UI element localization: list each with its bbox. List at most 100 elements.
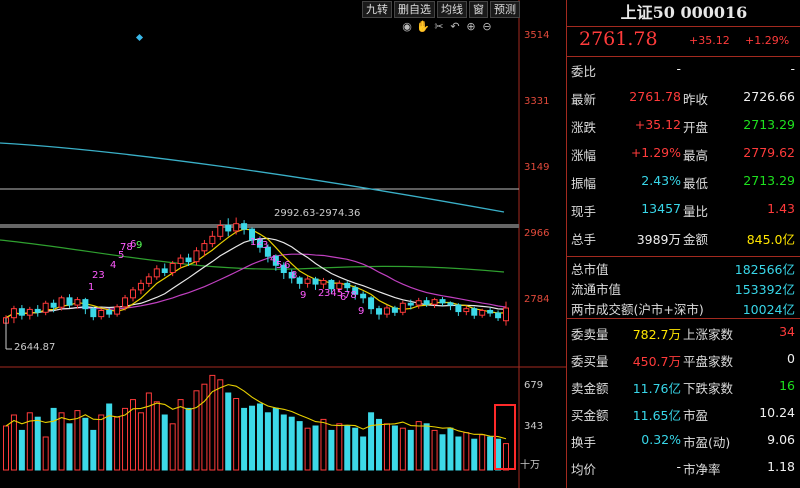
candle-body — [280, 264, 287, 274]
volume-bar — [129, 399, 136, 471]
volume-bar — [280, 414, 287, 471]
row-label: 昨收 — [683, 92, 709, 107]
volume-tick: 679 — [524, 380, 544, 391]
market-row: 流通市值 153392亿 — [567, 277, 800, 297]
toolbar-button-forecast[interactable]: 预测 — [490, 0, 520, 18]
row-value: 1.18 — [767, 459, 795, 474]
volume-bar — [439, 434, 446, 471]
row-label: 市盈 — [683, 408, 709, 423]
td-count-label: 12 — [250, 237, 263, 248]
volume-bar — [471, 438, 478, 471]
candle-body — [296, 277, 303, 284]
volume-bar — [264, 412, 271, 471]
quote-panel: 上证50 000016 2761.78 +35.12 +1.29% 委比 - - 最新… — [566, 0, 800, 488]
candle-body — [431, 299, 438, 305]
td-count-label: 23 — [92, 270, 105, 281]
volume-bar — [296, 421, 303, 471]
row-value: 13457 — [641, 201, 681, 216]
candle-body — [169, 262, 176, 274]
divider — [567, 318, 800, 319]
candle-body — [82, 299, 89, 310]
toolbar-button-window[interactable]: 窗 — [469, 0, 488, 18]
candle-body — [201, 243, 208, 252]
candle-body — [368, 297, 375, 310]
candle-body — [407, 302, 414, 306]
row-label: 换手 — [571, 435, 597, 450]
volume-bar — [217, 379, 224, 471]
chart-toolbar: 九转 删自选 均线 窗 预测 — [362, 0, 520, 18]
candle-body — [455, 304, 462, 313]
candle-body — [479, 309, 486, 316]
row-value: - — [790, 61, 795, 76]
volume-bar — [3, 425, 9, 471]
hand-icon[interactable]: ✋ — [416, 19, 430, 33]
row-value: 2726.66 — [743, 89, 795, 104]
volume-bar — [177, 399, 184, 471]
row-label: 最低 — [683, 176, 709, 191]
zoom-out-icon[interactable]: ⊖ — [482, 19, 492, 33]
candle-body — [153, 268, 160, 278]
volume-bar — [391, 425, 398, 471]
volume-bar — [50, 407, 57, 471]
market-row: 两市成交额(沪市+深市) 10024亿 — [567, 297, 800, 317]
toolbar-button-jiuzhuan[interactable]: 九转 — [362, 0, 392, 18]
volume-bar — [431, 429, 438, 471]
candle-body — [217, 225, 224, 237]
volume-bar — [256, 403, 263, 471]
last-price: 2761.78 — [579, 28, 658, 50]
volume-bar — [34, 416, 41, 471]
row-label: 委买量 — [571, 354, 609, 369]
volume-bar — [336, 423, 343, 471]
price-tick: 2966 — [524, 228, 550, 239]
divider — [567, 56, 800, 57]
kline-chart-area[interactable]: 1 23 4 5 6 78 9 12 3 4 5 6 8 9 2 345 6 78 9 九转 删自选 均线 窗 预测… — [0, 0, 566, 488]
volume-bar — [479, 434, 486, 471]
marker-diamond — [135, 33, 144, 42]
volume-bar — [233, 398, 240, 471]
zoom-in-icon[interactable]: ⊕ — [466, 19, 476, 33]
toolbar-button-ma[interactable]: 均线 — [437, 0, 467, 18]
candle-body — [74, 299, 81, 306]
volume-bar — [74, 410, 81, 471]
candle-body — [503, 307, 509, 322]
row-value: 3989万 — [636, 232, 681, 247]
candle-body — [193, 250, 200, 263]
candle-body — [336, 282, 343, 290]
volume-bar — [82, 417, 89, 471]
volume-bar — [383, 423, 390, 471]
candle-body — [423, 300, 430, 305]
candle-body — [58, 297, 65, 308]
volume-bar — [328, 429, 335, 471]
toolbar-button-remove-watchlist[interactable]: 删自选 — [394, 0, 435, 18]
volume-bar — [106, 403, 113, 471]
td-count-label: 9 — [136, 240, 142, 251]
highlight-band — [0, 224, 519, 228]
row-value: 2761.78 — [629, 89, 681, 104]
volume-bar — [145, 392, 152, 471]
candle-body — [352, 287, 359, 295]
undo-icon[interactable]: ↶ — [450, 19, 460, 33]
volume-bar — [153, 401, 160, 471]
volume-bar — [122, 407, 129, 471]
row-label: 总手 — [571, 232, 597, 247]
row-label: 市盈(动) — [683, 435, 731, 450]
volume-bar — [360, 436, 367, 471]
volume-bar — [249, 405, 256, 471]
price-tick: 3331 — [524, 96, 550, 107]
td-count-label: 1 — [88, 282, 94, 293]
volume-bar — [201, 383, 208, 471]
candle-body — [383, 307, 390, 315]
low-price-annotation: 2644.87 — [14, 342, 56, 353]
candle-body — [161, 268, 168, 274]
scissors-icon[interactable]: ✂ — [434, 19, 444, 33]
candle-body — [249, 228, 256, 241]
eye-icon[interactable]: ◉ — [402, 19, 412, 33]
candle-body — [145, 276, 152, 284]
candle-body — [264, 246, 271, 257]
row-value: 2.43% — [641, 173, 681, 188]
row-label: 下跌家数 — [683, 381, 734, 396]
volume-bar — [98, 414, 105, 471]
volume-unit: 十万 — [520, 460, 540, 471]
volume-bar — [304, 427, 311, 471]
